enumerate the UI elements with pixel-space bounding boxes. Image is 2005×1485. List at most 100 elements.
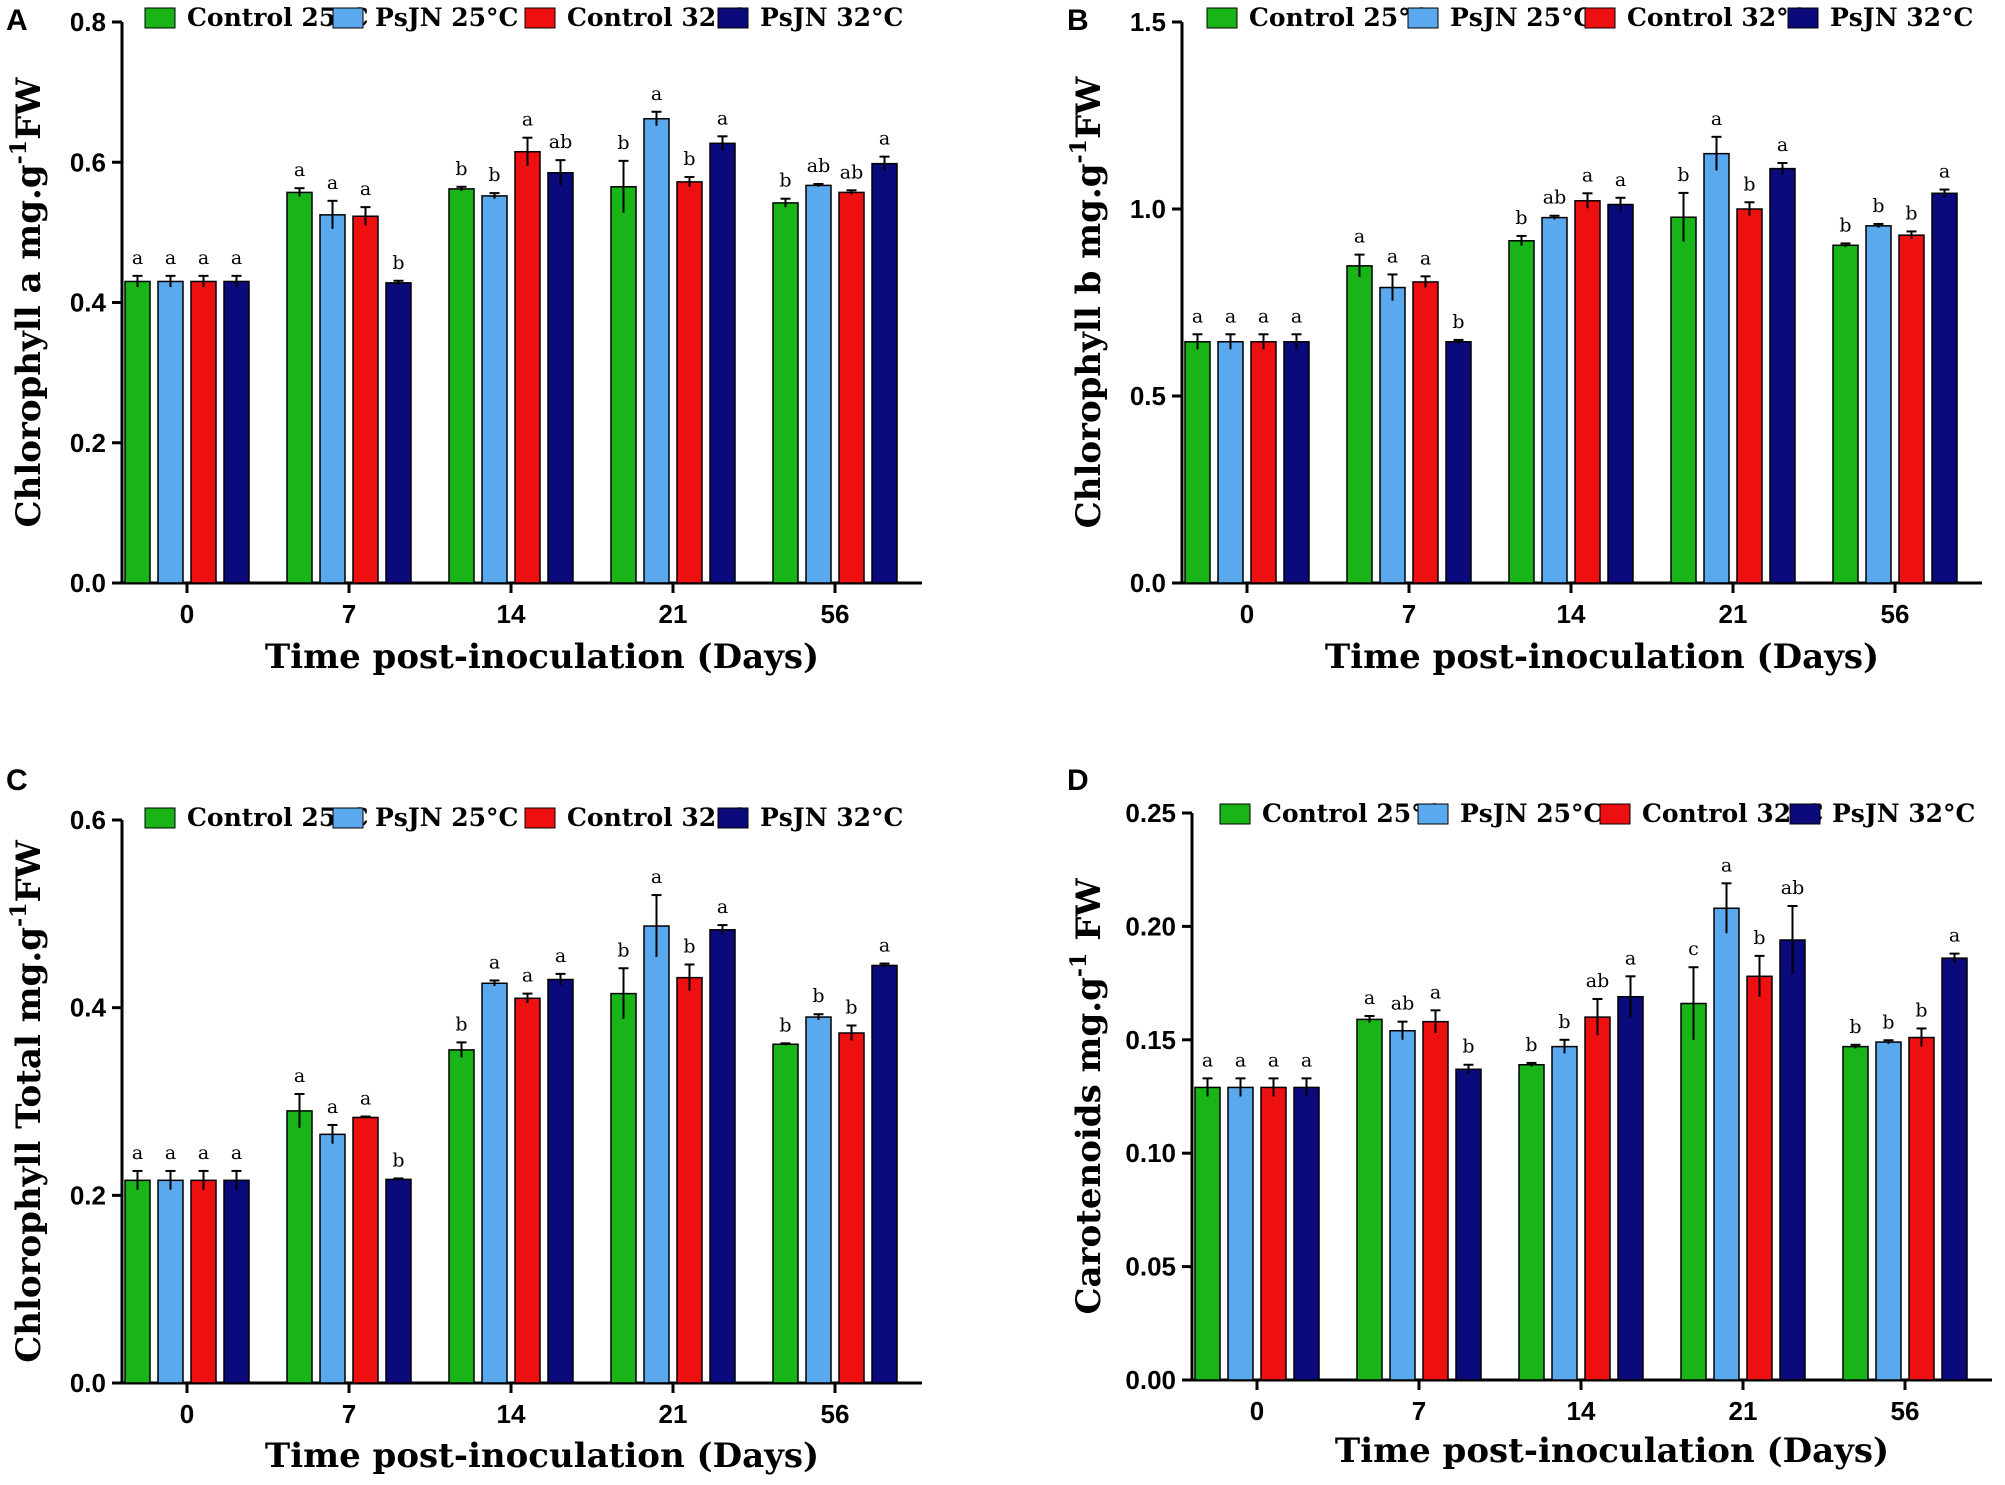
significance-label: b xyxy=(392,1149,404,1171)
significance-label: c xyxy=(1688,938,1699,960)
y-tick-label: 0.2 xyxy=(70,1180,106,1210)
legend-swatch xyxy=(1599,803,1631,825)
bar-psjn-32-c-day-0 xyxy=(223,1179,250,1384)
bar-control-32-c-day-7 xyxy=(1412,281,1439,584)
bar-psjn-25-c-day-0 xyxy=(1217,341,1244,584)
significance-label: ab xyxy=(1391,993,1415,1015)
x-tick-label: 7 xyxy=(1412,1396,1426,1426)
y-tick-label: 0.4 xyxy=(70,993,107,1023)
significance-label: a xyxy=(165,247,176,269)
x-axis-title: Time post-inoculation (Days) xyxy=(265,1436,819,1476)
panel-letter: A xyxy=(6,4,28,37)
bar-control-32-c-day-0 xyxy=(1260,1086,1287,1381)
bar-control-25-c-day-0 xyxy=(124,280,151,584)
significance-label: a xyxy=(1430,981,1441,1003)
bar-control-25-c-day-14 xyxy=(1518,1063,1545,1381)
legend-swatch xyxy=(332,7,364,29)
y-tick-label: 0.0 xyxy=(70,1368,106,1398)
panel-letter: D xyxy=(1067,764,1089,797)
bar-control-32-c-day-0 xyxy=(1250,341,1277,584)
x-tick-label: 21 xyxy=(1729,1396,1758,1426)
bar-control-25-c-day-56 xyxy=(772,202,799,584)
bar-control-25-c-day-0 xyxy=(1194,1086,1221,1381)
significance-label: a xyxy=(360,178,371,200)
bar-control-32-c-day-56 xyxy=(1908,1036,1935,1381)
bar-psjn-32-c-day-7 xyxy=(385,1178,412,1384)
bar-control-32-c-day-0 xyxy=(190,1179,217,1384)
significance-label: a xyxy=(1582,164,1593,186)
significance-label: a xyxy=(522,965,533,987)
bar-control-25-c-day-56 xyxy=(1842,1045,1869,1381)
bar-psjn-25-c-day-14 xyxy=(1551,1045,1578,1381)
bar-psjn-25-c-day-56 xyxy=(805,1016,832,1384)
x-tick-label: 14 xyxy=(497,1399,526,1429)
significance-label: b xyxy=(683,936,695,958)
y-tick-label: 0.05 xyxy=(1125,1252,1176,1282)
significance-label: a xyxy=(360,1088,371,1110)
significance-label: b xyxy=(1849,1016,1861,1038)
significance-label: b xyxy=(1839,214,1851,236)
significance-label: a xyxy=(132,1142,143,1164)
significance-label: b xyxy=(617,132,629,154)
y-tick-label: 0.10 xyxy=(1125,1138,1176,1168)
bar-psjn-25-c-day-21 xyxy=(643,925,670,1384)
legend-swatch xyxy=(1584,7,1616,29)
legend-swatch xyxy=(524,7,556,29)
y-tick-label: 0.6 xyxy=(70,805,106,835)
y-axis-title: Carotenoids mg.g-1 FW xyxy=(1066,878,1109,1315)
y-tick-label: 0.5 xyxy=(1130,381,1166,411)
bar-psjn-25-c-day-14 xyxy=(481,195,508,584)
significance-label: ab xyxy=(807,155,831,177)
legend-swatch xyxy=(1789,803,1821,825)
legend-swatch xyxy=(144,7,176,29)
bar-control-32-c-day-7 xyxy=(352,1116,379,1384)
significance-label: a xyxy=(1268,1049,1279,1071)
y-tick-label: 0.4 xyxy=(70,288,107,318)
significance-label: a xyxy=(1235,1049,1246,1071)
x-tick-label: 7 xyxy=(1402,599,1416,629)
bar-control-32-c-day-7 xyxy=(352,215,379,584)
legend-label: PsJN 32°C xyxy=(1830,3,1973,32)
bar-psjn-25-c-day-56 xyxy=(805,184,832,584)
legend-swatch xyxy=(717,807,749,829)
y-tick-label: 0.20 xyxy=(1125,911,1176,941)
significance-label: a xyxy=(1258,305,1269,327)
legend-swatch xyxy=(1417,803,1449,825)
significance-label: b xyxy=(488,164,500,186)
y-tick-label: 0.8 xyxy=(70,7,106,37)
significance-label: a xyxy=(1420,247,1431,269)
x-tick-label: 7 xyxy=(342,599,356,629)
significance-label: a xyxy=(1364,987,1375,1009)
x-tick-label: 0 xyxy=(1240,599,1254,629)
significance-label: a xyxy=(1939,161,1950,183)
significance-label: ab xyxy=(1543,187,1567,209)
bar-control-25-c-day-7 xyxy=(1356,1018,1383,1381)
bar-psjn-32-c-day-14 xyxy=(547,978,574,1384)
bar-control-25-c-day-7 xyxy=(286,191,313,584)
significance-label: ab xyxy=(1781,877,1805,899)
significance-label: a xyxy=(1354,226,1365,248)
significance-label: b xyxy=(1462,1036,1474,1058)
bar-control-32-c-day-56 xyxy=(838,191,865,584)
significance-label: a xyxy=(1202,1049,1213,1071)
x-axis-title: Time post-inoculation (Days) xyxy=(265,637,819,677)
bar-psjn-25-c-day-7 xyxy=(1389,1029,1416,1381)
significance-label: a xyxy=(1615,169,1626,191)
significance-label: b xyxy=(1558,1011,1570,1033)
significance-label: a xyxy=(327,1096,338,1118)
x-tick-label: 56 xyxy=(1881,599,1910,629)
significance-label: b xyxy=(1743,173,1755,195)
bar-control-32-c-day-14 xyxy=(1574,200,1601,584)
bar-control-25-c-day-21 xyxy=(610,186,637,584)
significance-label: a xyxy=(1711,108,1722,130)
legend-label: PsJN 25°C xyxy=(375,803,518,832)
legend-label: PsJN 25°C xyxy=(1450,3,1593,32)
bar-psjn-32-c-day-14 xyxy=(1617,995,1644,1381)
significance-label: b xyxy=(779,170,791,192)
bar-psjn-32-c-day-7 xyxy=(385,282,412,584)
significance-label: b xyxy=(1515,207,1527,229)
significance-label: a xyxy=(294,159,305,181)
